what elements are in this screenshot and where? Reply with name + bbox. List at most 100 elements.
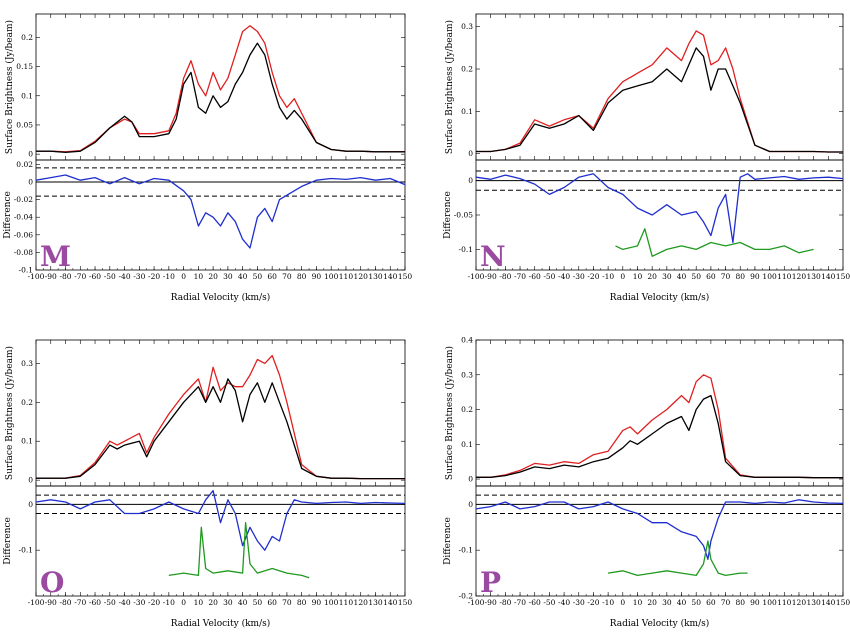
x-tick-label: -50 (104, 598, 116, 607)
x-tick-label: 110 (339, 272, 354, 281)
x-tick-label: -20 (148, 272, 160, 281)
x-tick-label: -100 (28, 272, 45, 281)
x-tick-label: -40 (558, 272, 570, 281)
x-tick-label: -90 (485, 598, 497, 607)
x-tick-label: -20 (587, 272, 599, 281)
x-tick-label: -60 (89, 598, 101, 607)
x-tick-label: -70 (514, 272, 526, 281)
x-tick-label: 30 (223, 598, 233, 607)
x-tick-label: -30 (133, 598, 145, 607)
x-tick-label: 80 (297, 598, 307, 607)
x-tick-label: 120 (354, 272, 369, 281)
model-series-line (476, 30, 843, 153)
x-tick-label: 20 (208, 598, 218, 607)
top-y-axis-title: Surface Brightness (Jy/beam) (4, 346, 15, 480)
x-tick-label: 60 (267, 272, 277, 281)
x-tick-label: 110 (777, 272, 792, 281)
x-tick-label: -80 (59, 598, 71, 607)
bottom-y-tick-label: -0.06 (14, 230, 33, 239)
x-axis-title: Radial Velocity (km/s) (171, 618, 271, 629)
panel-letter: P (480, 566, 501, 599)
difference-series-line (35, 489, 406, 551)
x-tick-label: 90 (312, 598, 322, 607)
x-tick-label: 120 (354, 598, 369, 607)
top-y-tick-label: 0.2 (461, 405, 473, 414)
x-tick-label: -90 (45, 272, 57, 281)
x-tick-label: 90 (312, 272, 322, 281)
model-series-line (36, 25, 405, 153)
x-tick-label: -70 (74, 598, 86, 607)
top-y-tick-label: 0.1 (461, 440, 473, 449)
top-y-tick-label: 0 (28, 150, 33, 159)
x-tick-label: -40 (558, 598, 570, 607)
difference-series-line (475, 499, 844, 560)
x-tick-label: -50 (543, 598, 555, 607)
bottom-y-tick-label: -0.1 (19, 546, 33, 555)
panel-o: -100 -90 -80 -70 -60 -50 -40 -30 -20 -10 0 10 20 30 40… (3, 339, 413, 629)
x-tick-label: -30 (573, 272, 585, 281)
residual-series-line (168, 522, 310, 579)
difference-series-line (475, 173, 844, 244)
x-tick-label: 80 (735, 598, 745, 607)
bottom-y-axis-title: Difference (443, 191, 453, 239)
x-tick-label: -70 (74, 272, 86, 281)
bottom-y-tick-label: -0.1 (459, 546, 473, 555)
x-tick-label: 10 (633, 272, 643, 281)
x-tick-label: 70 (282, 598, 292, 607)
x-tick-label: -70 (514, 598, 526, 607)
x-axis-title: Radial Velocity (km/s) (610, 292, 710, 303)
x-tick-label: 100 (324, 598, 339, 607)
panel-p: -100 -90 -80 -70 -60 -50 -40 -30 -20 -10 0 10 20 30 40… (443, 336, 850, 630)
model-series-line (36, 354, 405, 480)
x-tick-label: 70 (721, 598, 731, 607)
x-tick-label: 90 (750, 272, 760, 281)
residual-series-line (615, 228, 814, 257)
x-tick-label: 100 (762, 272, 777, 281)
x-tick-label: 80 (297, 272, 307, 281)
x-tick-label: 150 (398, 598, 413, 607)
top-y-tick-label: 0 (468, 149, 473, 158)
x-tick-label: -20 (148, 598, 160, 607)
x-tick-label: -100 (468, 598, 485, 607)
x-tick-label: -50 (104, 272, 116, 281)
top-plot-frame (35, 13, 406, 161)
x-tick-label: 130 (368, 598, 383, 607)
top-y-tick-label: 0.1 (461, 107, 473, 116)
x-tick-label: -90 (485, 272, 497, 281)
x-axis-title: Radial Velocity (km/s) (171, 292, 271, 303)
panel-n: -100 -90 -80 -70 -60 -50 -40 -30 -20 -10 0 10 20 30 40… (443, 13, 850, 303)
x-tick-label: -10 (163, 598, 175, 607)
x-tick-label: -60 (89, 272, 101, 281)
x-tick-label: 140 (821, 272, 836, 281)
x-tick-label: 150 (398, 272, 413, 281)
top-y-tick-label: 0.3 (21, 359, 33, 368)
top-y-tick-label: 0.2 (21, 33, 33, 42)
x-tick-label: 150 (836, 598, 850, 607)
x-tick-label: 0 (620, 598, 625, 607)
bottom-y-tick-label: -0.05 (454, 211, 473, 220)
bottom-y-tick-label: 0 (468, 500, 473, 509)
x-tick-label: 60 (706, 272, 716, 281)
x-tick-label: 10 (194, 272, 204, 281)
top-plot-frame (475, 13, 844, 161)
top-y-axis-title: Surface Brightness (Jy/beam) (4, 20, 15, 154)
x-tick-label: -30 (573, 598, 585, 607)
bottom-y-tick-label: 0 (468, 176, 473, 185)
top-y-tick-label: 0.3 (461, 22, 473, 31)
x-tick-label: 140 (383, 272, 398, 281)
x-tick-label: 50 (253, 272, 263, 281)
x-tick-label: -10 (163, 272, 175, 281)
x-tick-label: 30 (223, 272, 233, 281)
x-tick-label: 20 (647, 598, 657, 607)
x-tick-label: 120 (792, 598, 807, 607)
x-tick-label: 50 (691, 272, 701, 281)
observed-series-line (476, 47, 843, 153)
top-plot-frame (35, 339, 406, 487)
bottom-y-tick-label: -0.02 (14, 195, 33, 204)
x-tick-label: -60 (529, 598, 541, 607)
top-y-tick-label: 0.3 (461, 370, 473, 379)
bottom-y-tick-label: -0.1 (19, 266, 33, 275)
x-tick-label: -30 (133, 272, 145, 281)
bottom-plot-frame (35, 159, 406, 271)
